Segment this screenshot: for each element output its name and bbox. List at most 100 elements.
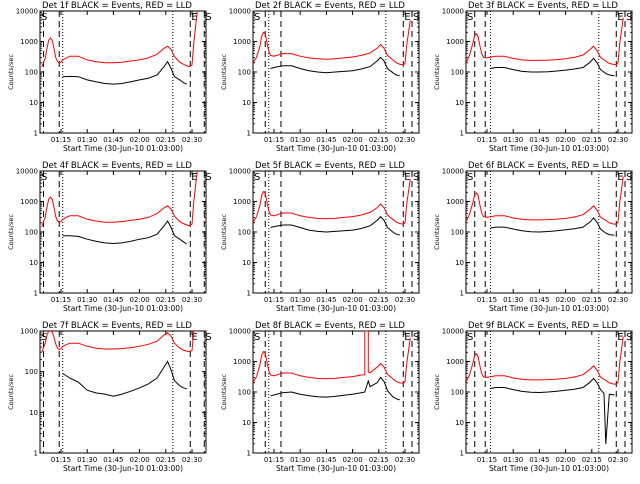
lld-series-line [253,20,411,66]
detector-panel: Det 1f BLACK = Events, RED = LLD 1 10 100 10… [0,0,213,160]
end-marker: E [191,12,197,23]
detector-panel: Det 7f BLACK = Events, RED = LLD 1 10 100 10… [0,320,213,480]
x-tick-label: 01:45 [103,456,123,464]
y-axis-label: Counts/sec [7,54,15,90]
y-tick-label: 100 [25,229,38,237]
end-marker: E [404,332,410,343]
y-tick-label: 10 [455,99,464,107]
y-tick-label: 10000 [442,328,464,336]
y-tick-label: 10000 [229,328,251,336]
x-tick-label: 01:45 [316,296,336,304]
y-axis-label: Counts/sec [433,374,441,410]
x-tick-label: 02:15 [369,296,389,304]
restart-marker: S [205,172,211,183]
start-marker: S [467,12,473,23]
x-tick-label: 01:15 [477,296,497,304]
y-axis-label: Counts/sec [220,214,228,250]
x-tick-label: 01:15 [477,136,497,144]
restart-marker: S [626,172,632,183]
x-tick-label: 02:15 [156,136,176,144]
panel-title: Det 1f BLACK = Events, RED = LLD [42,1,192,11]
y-tick-label: 100 [25,69,38,77]
panel-title: Det 6f BLACK = Events, RED = LLD [468,161,618,171]
y-axis-label: Counts/sec [7,214,15,250]
x-tick-label: 01:45 [103,136,123,144]
detector-panel: Det 9f BLACK = Events, RED = LLD 1 10 100 10… [426,320,639,480]
y-tick-label: 10 [455,419,464,427]
x-tick-label: 02:00 [130,456,150,464]
x-tick-label: 01:15 [51,136,71,144]
x-tick-label: 02:30 [608,136,628,144]
lld-series-line [41,171,198,227]
y-tick-label: 10000 [16,168,38,176]
x-axis-label: Start Time (30-Jun-10 01:03:00) [276,464,396,473]
x-tick-label: 02:30 [395,136,415,144]
x-tick-label: 02:30 [395,296,415,304]
x-axis-label: Start Time (30-Jun-10 01:03:00) [489,464,609,473]
y-tick-label: 1000 [233,38,251,46]
y-tick-label: 1000 [20,198,38,206]
x-tick-label: 02:15 [156,296,176,304]
y-tick-label: 100 [25,368,38,376]
y-tick-label: 10 [29,259,38,267]
plot-frame [39,10,207,134]
end-marker: E [617,12,623,23]
x-tick-label: 01:30 [77,136,97,144]
lld-series-line [466,176,624,225]
x-tick-label: 02:15 [582,456,602,464]
start-marker: S [254,172,260,183]
y-axis-label: Counts/sec [433,214,441,250]
x-axis-label: Start Time (30-Jun-10 01:03:00) [63,304,183,313]
start-marker: S [254,332,260,343]
x-tick-label: 01:30 [503,296,523,304]
events-series-line [490,217,615,236]
panel-title: Det 9f BLACK = Events, RED = LLD [468,321,618,331]
x-tick-label: 01:45 [529,136,549,144]
start-marker: S [41,332,47,343]
panel-title: Det 2f BLACK = Events, RED = LLD [255,1,405,11]
restart-marker: S [205,332,211,343]
detector-panel: Det 3f BLACK = Events, RED = LLD 1 10 100 10… [426,0,639,160]
x-axis-label: Start Time (30-Jun-10 01:03:00) [63,464,183,473]
y-axis-label: Counts/sec [7,374,15,410]
end-marker: E [404,172,410,183]
x-tick-label: 01:45 [316,456,336,464]
y-tick-label: 1000 [20,328,38,336]
detector-panel: Det 2f BLACK = Events, RED = LLD 1 10 100 10… [213,0,426,160]
end-marker: E [404,12,410,23]
y-tick-label: 100 [238,229,251,237]
x-tick-label: 02:15 [582,136,602,144]
detector-panel: Det 4f BLACK = Events, RED = LLD 1 10 100 10… [0,160,213,320]
y-tick-label: 100 [451,69,464,77]
y-tick-label: 10 [242,419,251,427]
y-tick-label: 10 [29,409,38,417]
x-tick-label: 02:30 [608,296,628,304]
x-tick-label: 02:00 [556,136,576,144]
x-tick-label: 01:30 [77,296,97,304]
y-tick-label: 10 [455,259,464,267]
lightcurve-plot: Det 3f BLACK = Events, RED = LLD 1 10 100 10… [433,1,633,153]
x-tick-label: 01:15 [264,456,284,464]
x-tick-label: 02:00 [556,296,576,304]
y-tick-label: 1000 [446,38,464,46]
y-tick-label: 1000 [446,198,464,206]
detector-panel: Det 6f BLACK = Events, RED = LLD 1 10 100 10… [426,160,639,320]
panel-title: Det 3f BLACK = Events, RED = LLD [468,1,618,11]
lightcurve-plot: Det 6f BLACK = Events, RED = LLD 1 10 100 10… [433,161,633,313]
plot-frame [39,170,207,294]
plot-frame [252,330,420,454]
lightcurve-plot: Det 4f BLACK = Events, RED = LLD 1 10 100 10… [7,161,212,313]
x-tick-label: 01:30 [503,456,523,464]
start-marker: S [254,12,260,23]
x-axis-label: Start Time (30-Jun-10 01:03:00) [63,144,183,153]
y-tick-label: 100 [238,389,251,397]
lightcurve-plot: Det 5f BLACK = Events, RED = LLD 1 10 100 10… [220,161,420,313]
y-tick-label: 10000 [16,8,38,16]
lightcurve-plot: Det 1f BLACK = Events, RED = LLD 1 10 100 10… [7,1,212,153]
start-marker: S [41,172,47,183]
detector-panel: Det 8f BLACK = Events, RED = LLD 1 10 100 10… [213,320,426,480]
x-tick-label: 02:00 [343,296,363,304]
x-tick-label: 02:15 [582,296,602,304]
x-tick-label: 02:15 [156,456,176,464]
